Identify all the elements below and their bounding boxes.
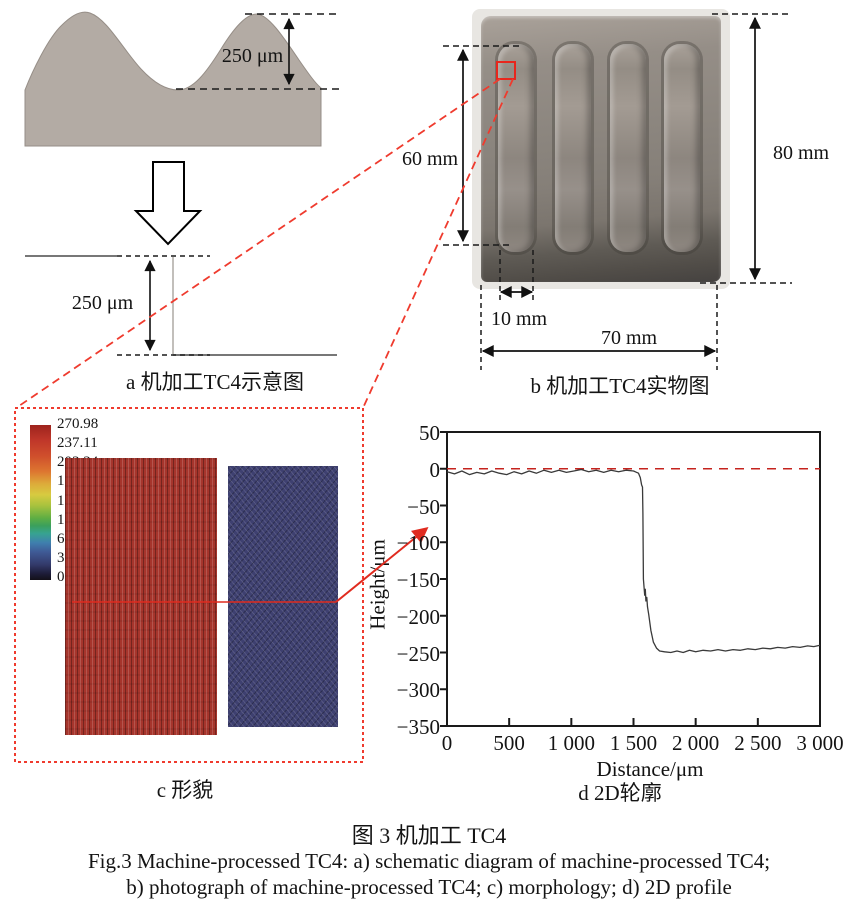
y-tick-label: −200 (396, 604, 440, 629)
y-tick-label: −50 (407, 494, 440, 519)
down-arrow-icon (133, 161, 203, 246)
groove-width-label: 10 mm (490, 308, 548, 330)
y-tick-label: −150 (396, 568, 440, 592)
groove-length-label: 60 mm (401, 148, 459, 170)
profile-line (446, 468, 821, 654)
colorbar-tick-label: 270.98 (57, 416, 99, 432)
x-tick-label: 2 000 (672, 731, 720, 755)
x-tick-label: 2 500 (734, 731, 782, 755)
x-tick-label: 3 000 (796, 731, 844, 755)
height-colorbar (30, 425, 51, 580)
y-tick-label: 50 (419, 421, 440, 445)
figure-caption-en-2: b) photograph of machine-processed TC4; … (126, 875, 732, 899)
figure-caption-cn: 图 3 机加工 TC4 (351, 823, 507, 848)
colorbar-tick-label: 237.11 (57, 435, 98, 452)
plate-height-label: 80 mm (773, 142, 830, 164)
x-tick-label: 0 (441, 731, 453, 755)
y-tick-label: −100 (396, 531, 440, 556)
wave-height-label: 250 μm (221, 45, 284, 67)
panel-a-caption: a 机加工TC4示意图 (126, 370, 304, 394)
x-tick-label: 500 (493, 731, 525, 755)
chart-x-axis-label: Distance/μm (596, 757, 704, 781)
figure-caption-en-1: Fig.3 Machine-processed TC4: a) schemati… (87, 849, 771, 873)
morphology-step-edge (217, 461, 228, 731)
morphology-low-region (228, 466, 338, 727)
panel-b-caption: b 机加工TC4实物图 (530, 374, 710, 398)
y-tick-label: −300 (396, 678, 440, 703)
profile-chart (440, 431, 821, 727)
machined-ridge (664, 44, 700, 252)
y-tick-label: −350 (396, 715, 440, 739)
x-tick-label: 1 000 (547, 731, 595, 755)
plot-frame (446, 431, 821, 727)
plate-width-label: 70 mm (600, 327, 658, 349)
machined-ridge (555, 44, 591, 252)
y-tick-label: 0 (429, 457, 441, 482)
morphology-high-region (65, 458, 217, 735)
panel-c-caption: c 形貌 (156, 778, 214, 802)
panel-d-caption: d 2D轮廓 (578, 781, 662, 805)
x-tick-label: 1 500 (609, 731, 658, 755)
step-height-label: 250 μm (71, 292, 134, 314)
y-tick-label: −250 (396, 641, 440, 666)
panel-a-schematic (24, 11, 340, 356)
wavy-surface-shape (24, 11, 322, 147)
machined-ridge (610, 44, 646, 252)
